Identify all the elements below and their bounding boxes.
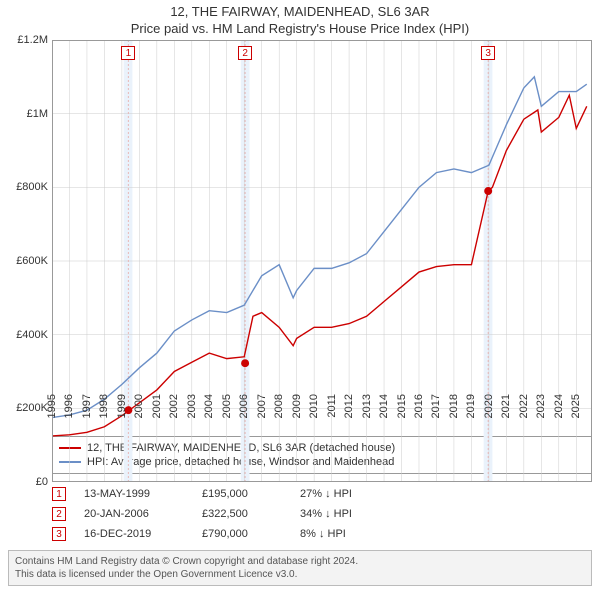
y-tick-label: £1M: [27, 108, 52, 120]
y-tick-label: £600K: [16, 255, 52, 267]
x-tick-label: 2009: [291, 394, 303, 418]
x-tick-label: 1999: [116, 394, 128, 418]
sale-date: 13-MAY-1999: [84, 488, 184, 500]
x-tick-label: 2015: [396, 394, 408, 418]
y-tick-label: £1.2M: [17, 34, 52, 46]
chart-title: 12, THE FAIRWAY, MAIDENHEAD, SL6 3AR: [0, 0, 600, 19]
sale-badge: 3: [52, 527, 66, 541]
x-tick-label: 2024: [553, 394, 565, 418]
x-tick-label: 2023: [535, 394, 547, 418]
x-tick-label: 2005: [221, 394, 233, 418]
sale-row: 3 16-DEC-2019 £790,000 8% ↓ HPI: [52, 524, 592, 544]
x-tick-label: 2013: [361, 394, 373, 418]
x-tick-label: 2025: [570, 394, 582, 418]
sale-marker-badge: 2: [238, 46, 252, 60]
sale-price: £790,000: [202, 528, 282, 540]
x-tick-label: 1998: [98, 394, 110, 418]
x-tick-label: 2001: [151, 394, 163, 418]
x-tick-label: 2000: [133, 394, 145, 418]
sale-diff: 8% ↓ HPI: [300, 528, 390, 540]
x-tick-label: 2014: [378, 394, 390, 418]
y-tick-label: £800K: [16, 181, 52, 193]
x-tick-label: 1997: [81, 394, 93, 418]
x-tick-label: 2008: [273, 394, 285, 418]
sale-date: 20-JAN-2006: [84, 508, 184, 520]
sale-row: 1 13-MAY-1999 £195,000 27% ↓ HPI: [52, 484, 592, 504]
x-tick-label: 1995: [46, 394, 58, 418]
sale-price: £322,500: [202, 508, 282, 520]
x-tick-label: 1996: [63, 394, 75, 418]
x-tick-label: 2016: [413, 394, 425, 418]
x-tick-label: 2018: [448, 394, 460, 418]
sale-date: 16-DEC-2019: [84, 528, 184, 540]
sale-diff: 34% ↓ HPI: [300, 508, 390, 520]
x-tick-label: 2007: [256, 394, 268, 418]
x-tick-label: 2022: [518, 394, 530, 418]
x-tick-label: 2017: [430, 394, 442, 418]
x-tick-label: 2010: [308, 394, 320, 418]
sale-rows: 1 13-MAY-1999 £195,000 27% ↓ HPI 2 20-JAN-200…: [52, 484, 592, 544]
sale-row: 2 20-JAN-2006 £322,500 34% ↓ HPI: [52, 504, 592, 524]
y-tick-label: £0: [36, 476, 52, 488]
footer-line: This data is licensed under the Open Gov…: [15, 568, 585, 581]
chart-subtitle: Price paid vs. HM Land Registry's House …: [0, 19, 600, 40]
x-tick-label: 2004: [203, 394, 215, 418]
x-tick-label: 2019: [465, 394, 477, 418]
sale-badge: 2: [52, 507, 66, 521]
sale-marker-badge: 3: [481, 46, 495, 60]
x-tick-label: 2002: [168, 394, 180, 418]
x-tick-label: 2003: [186, 394, 198, 418]
footer-line: Contains HM Land Registry data © Crown c…: [15, 555, 585, 568]
x-tick-label: 2012: [343, 394, 355, 418]
sale-diff: 27% ↓ HPI: [300, 488, 390, 500]
x-tick-label: 2011: [326, 394, 338, 418]
x-tick-label: 2020: [483, 394, 495, 418]
y-tick-label: £400K: [16, 329, 52, 341]
chart-plot: £0£200K£400K£600K£800K£1M£1.2M1995199619…: [52, 40, 592, 394]
x-tick-label: 2006: [238, 394, 250, 418]
attribution-footer: Contains HM Land Registry data © Crown c…: [8, 550, 592, 586]
sale-badge: 1: [52, 487, 66, 501]
x-tick-label: 2021: [500, 394, 512, 418]
sale-price: £195,000: [202, 488, 282, 500]
sale-marker-badge: 1: [121, 46, 135, 60]
